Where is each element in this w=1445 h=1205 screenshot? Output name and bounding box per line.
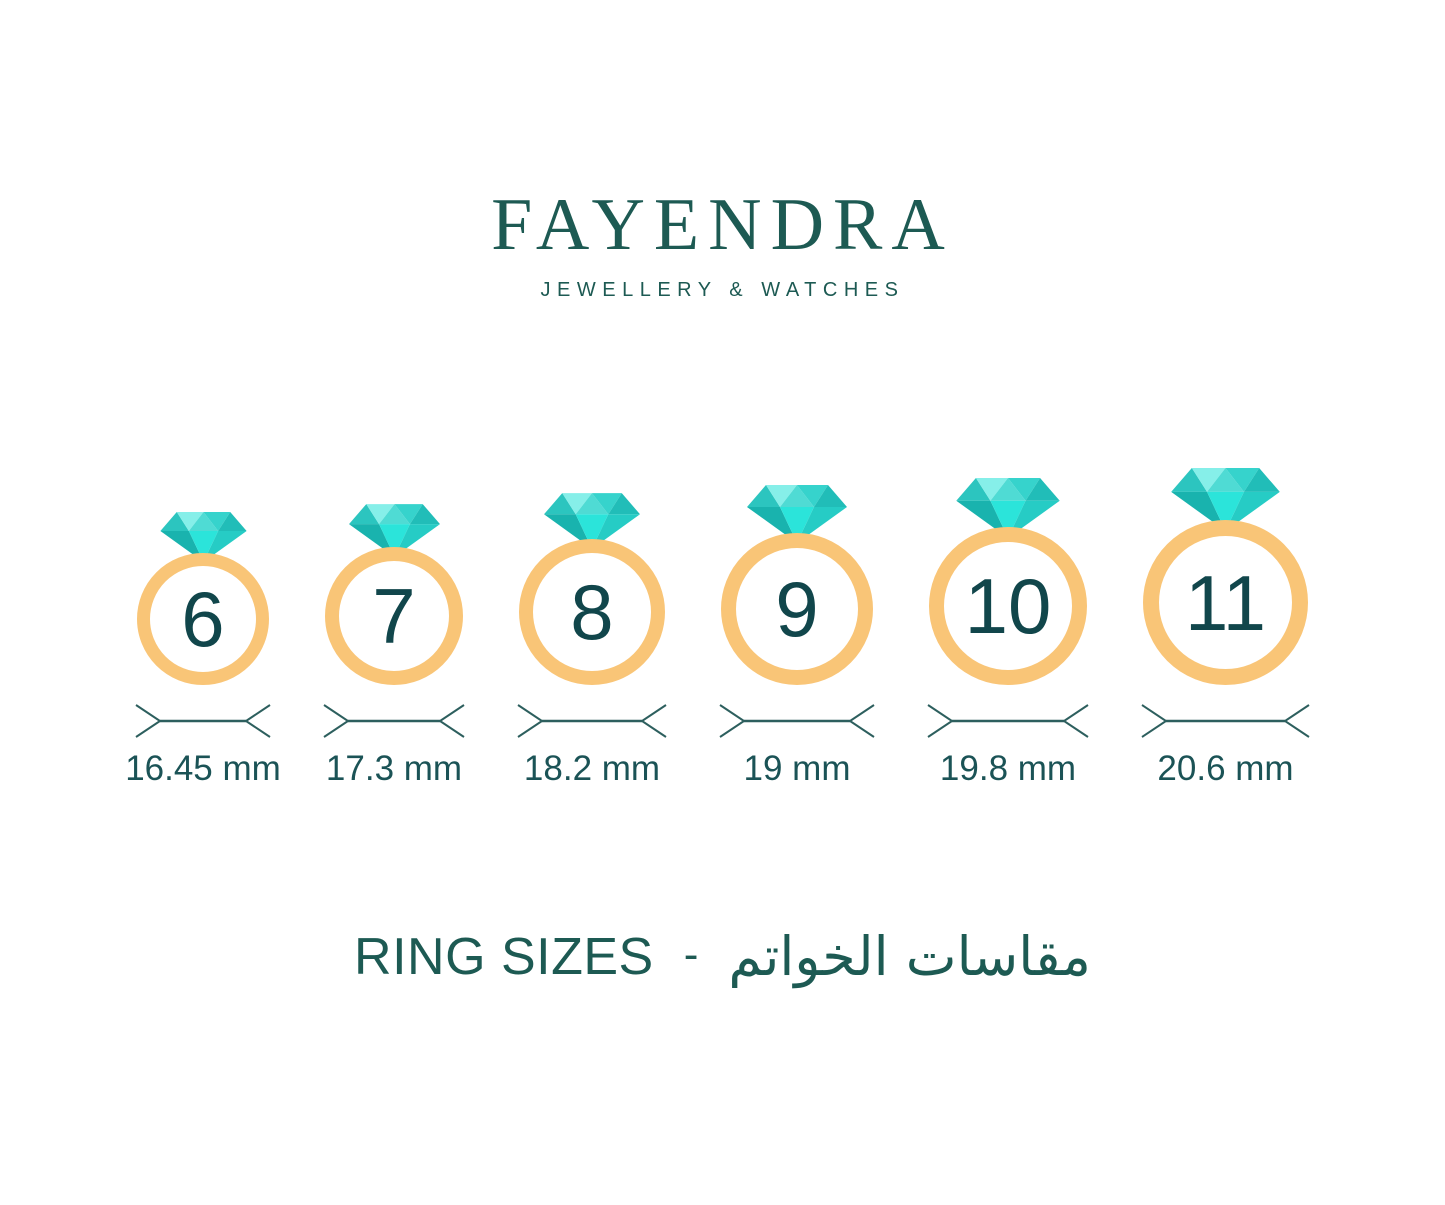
chart-title-arabic: مقاسات الخواتم: [728, 925, 1091, 988]
diameter-label: 16.45 mm: [125, 749, 281, 788]
ring-unit: 10 19.8 mm: [926, 478, 1090, 789]
chart-title: RING SIZES - مقاسات الخواتم: [0, 925, 1445, 988]
diameter-label: 17.3 mm: [325, 749, 463, 788]
diameter-label: 19.8 mm: [939, 749, 1077, 788]
measure-arrows-icon: [135, 704, 271, 738]
diamond-icon: [544, 493, 640, 549]
measure-arrows-icon: [719, 704, 875, 738]
ring-band: 7: [325, 547, 463, 685]
ring-unit: 11 20.6 mm: [1140, 468, 1311, 789]
ring-band: 9: [721, 533, 873, 685]
measure-arrows-icon: [323, 704, 465, 738]
ring-size-number: 9: [775, 565, 819, 653]
ring-size-number: 10: [964, 562, 1052, 650]
brand-logo: FAYENDRA: [491, 184, 954, 266]
ring-size-number: 11: [1185, 558, 1266, 647]
ring-band: 6: [137, 553, 269, 685]
ring-unit: 6 16.45 mm: [125, 512, 281, 789]
ring-unit: 8 18.2 mm: [516, 493, 668, 789]
ring-size-number: 7: [372, 572, 416, 660]
measure-arrows-icon: [927, 704, 1089, 738]
ring-unit: 7 17.3 mm: [322, 504, 466, 789]
ring-band: 11: [1143, 520, 1308, 685]
ring-size-number: 8: [570, 568, 614, 656]
ring-size-number: 6: [181, 575, 225, 663]
diamond-icon: [348, 504, 440, 557]
ring-unit: 9 19 mm: [718, 485, 876, 789]
ring-band: 10: [929, 527, 1087, 685]
diameter-label: 18.2 mm: [523, 749, 661, 788]
diameter-label: 19 mm: [743, 749, 851, 788]
chart-title-english: RING SIZES: [354, 927, 654, 986]
measure-arrows-icon: [517, 704, 667, 738]
measure-arrows-icon: [1141, 704, 1310, 738]
rings-row: 6 16.45 mm 7 17.3 mm 8 18.2 mm 9 19 mm 10 19.8 mm…: [0, 468, 1445, 789]
title-separator: -: [683, 929, 699, 979]
diameter-label: 20.6 mm: [1157, 749, 1294, 788]
ring-band: 8: [519, 539, 665, 685]
brand-tagline: JEWELLERY & WATCHES: [540, 279, 905, 301]
brand-header: FAYENDRA JEWELLERY & WATCHES: [0, 0, 1445, 302]
